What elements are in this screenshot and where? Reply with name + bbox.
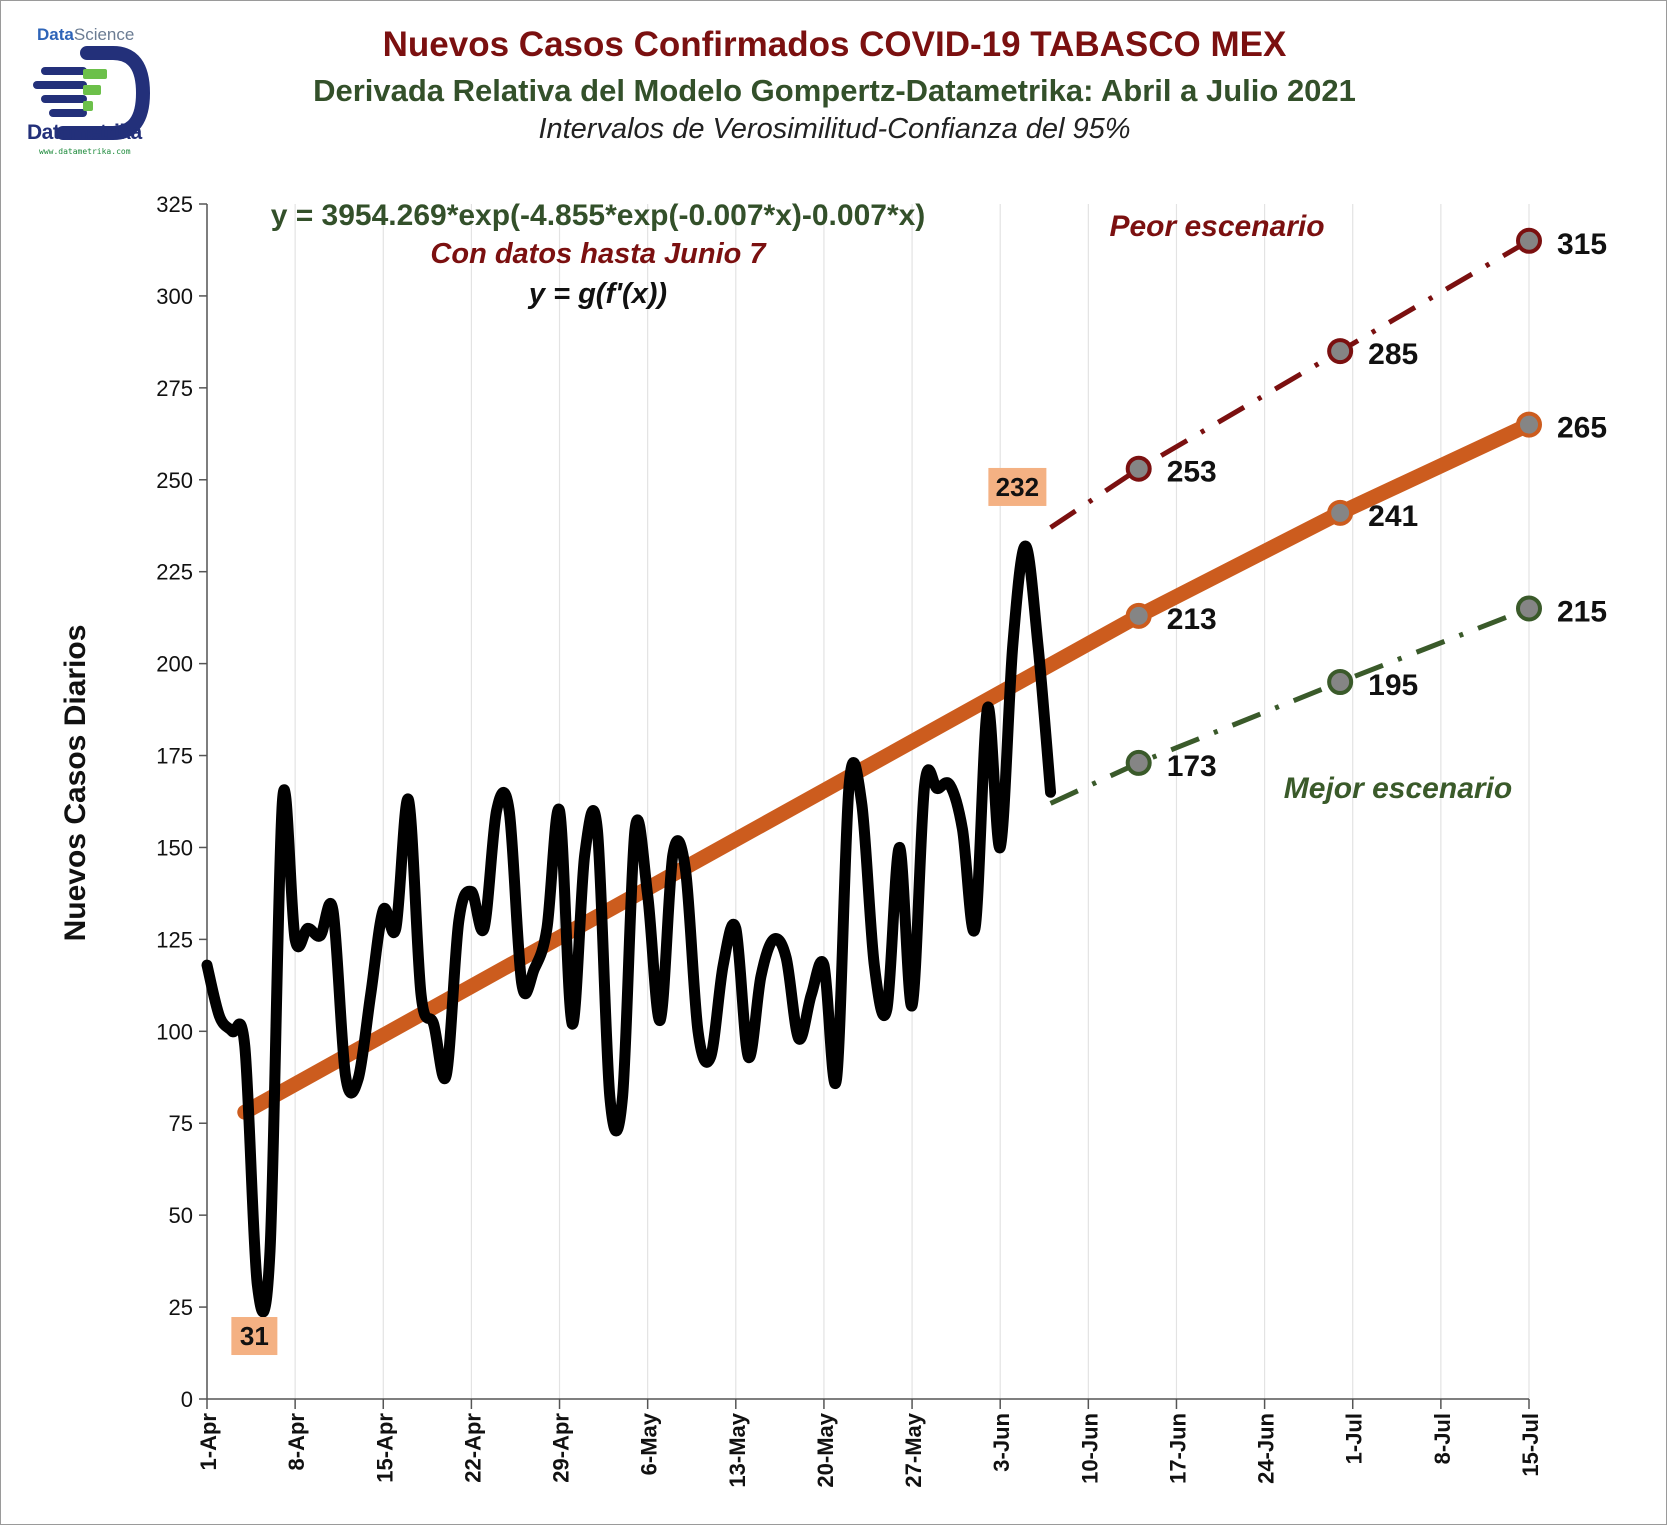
axes: 1-Apr 8-Apr 15-Apr 22-Apr 29-Apr 6-May 13-May 2… <box>156 192 1543 1488</box>
y-tick-label: 175 <box>156 744 193 769</box>
logo-name: Datametrika <box>27 121 142 144</box>
model-point-marker <box>1516 411 1542 438</box>
model-point-marker <box>1125 602 1152 629</box>
data-label: 315 <box>1557 228 1607 261</box>
x-tick-label: 8-Apr <box>284 1413 309 1471</box>
y-tick-label: 100 <box>156 1019 193 1044</box>
worst-point-marker <box>1125 455 1152 482</box>
data-label: 253 <box>1167 456 1217 489</box>
best-scenario-label: Mejor escenario <box>1284 772 1512 805</box>
data-label: 213 <box>1167 603 1217 636</box>
model-trend-line <box>237 417 1537 1120</box>
x-tick-label: 27-May <box>901 1412 926 1487</box>
x-tick-label: 15-Jul <box>1518 1413 1543 1477</box>
best-point-marker <box>1125 749 1152 776</box>
chart-subtitle: Derivada Relativa del Modelo Gompertz-Da… <box>313 73 1356 108</box>
y-tick-label: 275 <box>156 376 193 401</box>
y-tick-label: 125 <box>156 927 193 952</box>
chart-title: Nuevos Casos Confirmados COVID-19 TABASC… <box>382 25 1287 64</box>
callout-box <box>988 467 1047 506</box>
worst-scenario-line <box>1049 238 1531 530</box>
callout-label: 31 <box>240 1321 269 1351</box>
x-tick-label: 1-Apr <box>196 1413 221 1471</box>
y-tick-label: 75 <box>169 1111 193 1136</box>
model-point-marker <box>1327 499 1354 526</box>
datametrika-logo: DataScience Datametrika www.datametrika.… <box>23 23 163 158</box>
y-axis-label: Nuevos Casos Diarios <box>59 625 92 942</box>
grid-lines <box>206 204 1530 1399</box>
data-label: 285 <box>1368 338 1418 371</box>
x-tick-label: 29-Apr <box>549 1413 574 1483</box>
callout-label: 232 <box>996 472 1039 502</box>
data-note-annotation: Con datos hasta Junio 7 <box>430 238 767 270</box>
y-tick-label: 50 <box>169 1203 193 1228</box>
x-tick-label: 22-Apr <box>460 1413 485 1483</box>
logo-mark-icon <box>33 46 151 140</box>
series-layer <box>201 227 1542 1318</box>
y-tick-label: 25 <box>169 1295 193 1320</box>
data-label: 265 <box>1557 412 1607 445</box>
data-label: 215 <box>1557 595 1607 628</box>
labels-layer: 253 285 315 213 241 265 173 195 215 31 232 <box>231 228 1607 1356</box>
data-label: 241 <box>1368 500 1418 533</box>
best-scenario-line <box>1049 606 1530 806</box>
worst-point-marker <box>1516 227 1542 254</box>
x-tick-label: 8-Jul <box>1430 1413 1455 1464</box>
data-label: 173 <box>1167 750 1217 783</box>
y-tick-label: 225 <box>156 560 193 585</box>
logo-tagline: DataScience <box>37 25 135 44</box>
x-tick-label: 6-May <box>637 1412 662 1475</box>
chart-subtitle-italic: Intervalos de Verosimilitud-Confianza de… <box>538 113 1131 145</box>
x-tick-label: 3-Jun <box>989 1413 1014 1472</box>
y-tick-label: 325 <box>156 192 193 217</box>
observed-cases-line <box>201 540 1057 1318</box>
x-tick-label: 20-May <box>813 1412 838 1487</box>
x-tick-label: 10-Jun <box>1077 1413 1102 1484</box>
y-tick-label: 150 <box>156 835 193 860</box>
best-point-marker <box>1327 669 1354 695</box>
best-point-marker <box>1516 595 1542 622</box>
logo-url: www.datametrika.com <box>39 147 131 156</box>
x-tick-label: 1-Jul <box>1342 1413 1367 1464</box>
x-tick-label: 17-Jun <box>1165 1413 1190 1484</box>
worst-scenario-label: Peor escenario <box>1109 210 1324 243</box>
y-tick-label: 300 <box>156 284 193 309</box>
y-tick-label: 250 <box>156 468 193 493</box>
y-tick-label: 200 <box>156 652 193 677</box>
x-tick-label: 15-Apr <box>372 1413 397 1483</box>
x-tick-label: 24-Jun <box>1254 1413 1279 1484</box>
x-tick-label: 13-May <box>725 1412 750 1487</box>
worst-point-marker <box>1327 338 1354 365</box>
formula-annotation: y = g(f'(x)) <box>527 278 667 310</box>
y-tick-label: 0 <box>181 1387 193 1412</box>
callout-box <box>231 1317 278 1356</box>
data-label: 195 <box>1368 669 1418 702</box>
equation-annotation: y = 3954.269*exp(-4.855*exp(-0.007*x)-0.… <box>271 199 926 232</box>
